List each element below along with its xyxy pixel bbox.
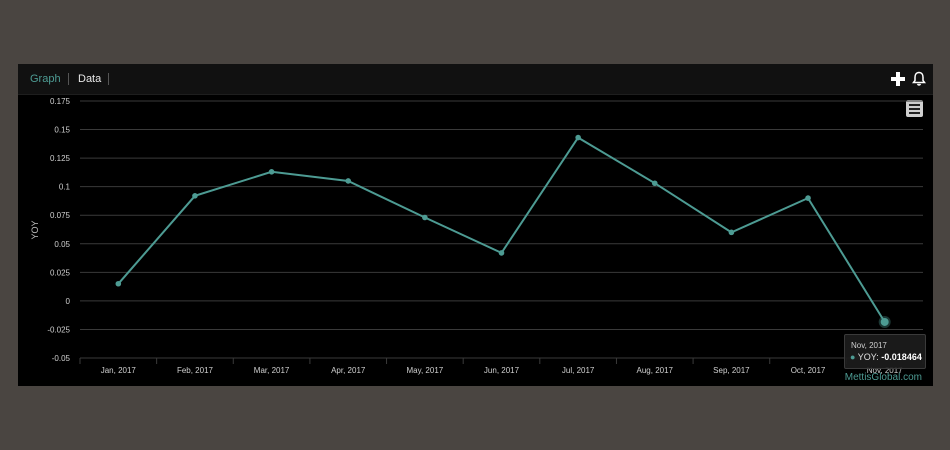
line-chart: 0.175 0.15 0.125 0.1 0.075 0.05 0.025 0 -0.025 -0… — [30, 97, 924, 375]
y-axis-label: YOY — [30, 220, 40, 239]
chart-panel: Graph Data 0.175 0.15 0.125 0.1 0.075 0.05 0.0… — [18, 64, 933, 386]
x-tick-label: May, 2017 — [406, 366, 443, 375]
y-tick-label: 0.175 — [50, 97, 71, 106]
source-credit[interactable]: MettisGlobal.com — [844, 372, 922, 383]
y-tick-label: -0.05 — [52, 354, 71, 363]
data-point[interactable] — [575, 134, 581, 141]
data-point[interactable] — [115, 280, 122, 287]
x-tick-label: Mar, 2017 — [254, 366, 290, 375]
data-point[interactable] — [805, 195, 811, 201]
y-tick-label: 0.025 — [50, 268, 71, 277]
bell-icon-glyph — [912, 71, 926, 86]
hamburger-menu-icon[interactable] — [906, 100, 923, 117]
y-tick-label: 0.1 — [59, 183, 71, 192]
x-tick-label: Oct, 2017 — [791, 366, 826, 375]
x-tick-label: Feb, 2017 — [177, 366, 214, 375]
data-point[interactable] — [345, 178, 352, 184]
tab-divider — [108, 73, 109, 85]
y-tick-label: 0.125 — [50, 154, 71, 163]
x-tick-label: Aug, 2017 — [637, 366, 674, 375]
plus-icon[interactable] — [891, 72, 905, 86]
tab-divider — [68, 73, 69, 85]
x-tick-label: Jun, 2017 — [484, 366, 520, 375]
data-point[interactable] — [268, 169, 275, 175]
x-tick-label: Apr, 2017 — [331, 366, 366, 375]
x-tick-label: Jan, 2017 — [101, 366, 137, 375]
series-line-yoy — [117, 136, 886, 323]
chart-toolbar: Graph Data — [18, 64, 933, 95]
tooltip-date: Nov, 2017 — [851, 341, 887, 350]
data-point[interactable] — [192, 193, 198, 199]
data-point[interactable] — [728, 229, 735, 236]
data-point[interactable] — [422, 214, 428, 221]
tab-graph[interactable]: Graph — [30, 73, 61, 85]
x-tick-label: Jul, 2017 — [562, 366, 595, 375]
x-tick-label: Nov, 2017 — [867, 366, 903, 375]
data-point[interactable] — [880, 317, 889, 326]
tab-data[interactable]: Data — [78, 73, 102, 85]
tooltip-marker: ● — [850, 352, 858, 362]
data-tooltip: Nov, 2017 ● YOY: -0.018464 — [844, 334, 926, 369]
y-tick-label: 0.05 — [54, 240, 70, 249]
tooltip-value: -0.018464 — [881, 352, 922, 362]
y-tick-label: 0.075 — [50, 211, 71, 220]
data-point[interactable] — [651, 180, 658, 187]
y-tick-label: 0.15 — [54, 126, 70, 135]
y-tick-label: 0 — [66, 297, 71, 306]
tooltip-label: YOY: — [857, 352, 882, 362]
bell-icon[interactable] — [911, 71, 927, 87]
data-point[interactable] — [498, 250, 505, 256]
x-tick-label: Sep, 2017 — [713, 366, 750, 375]
tooltip-row: ● YOY: -0.018464 — [850, 352, 922, 362]
y-tick-label: -0.025 — [47, 325, 70, 334]
